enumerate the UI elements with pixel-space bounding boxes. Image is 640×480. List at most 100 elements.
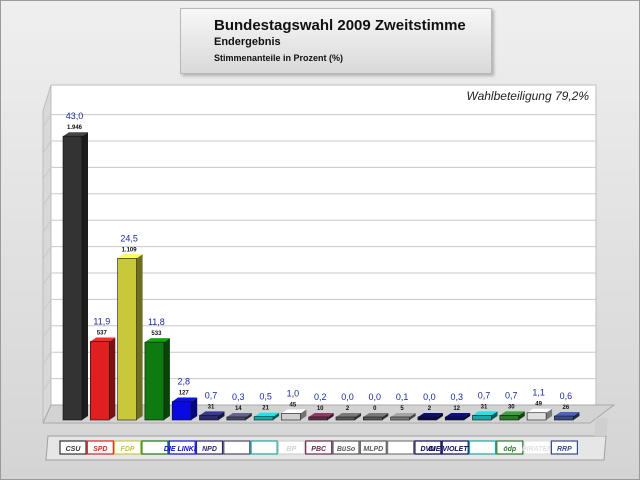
title-box: Bundestagswahl 2009 Zweitstimme Endergeb…: [180, 8, 492, 74]
value-label: 2,8: [177, 377, 190, 387]
bar-front: [444, 416, 465, 421]
bar-6: [226, 413, 252, 421]
bar-top: [527, 408, 553, 413]
bar-top: [417, 413, 443, 417]
bar-front: [390, 416, 410, 421]
bar-front: [253, 416, 274, 421]
bar-0: [62, 132, 88, 421]
value-label: 0,0: [423, 392, 436, 402]
bar-top: [390, 413, 416, 417]
legend-logo-9: [305, 440, 333, 455]
bar-4: [171, 397, 198, 421]
bar-front: [499, 415, 520, 421]
bar-top: [308, 413, 334, 417]
value-label: 0,6: [560, 391, 573, 401]
votes-label: 31: [481, 404, 488, 410]
gridline-side: [42, 167, 52, 180]
bar-top: [90, 337, 116, 342]
votes-label: 49: [535, 402, 542, 408]
turnout-annotation: Wahlbeteiligung 79,2%: [466, 89, 589, 103]
bar-top: [254, 412, 280, 417]
votes-label: 0: [373, 406, 377, 412]
bar-1: [90, 337, 116, 421]
bar-3: [144, 338, 170, 421]
bar-side: [409, 413, 416, 420]
votes-label: 5: [400, 406, 404, 412]
bar-top: [117, 254, 143, 259]
bar-10: [335, 413, 361, 421]
gridline-side: [42, 246, 52, 259]
legend-logo-18: [550, 440, 579, 455]
bar-side: [573, 412, 580, 420]
bar-front: [281, 413, 301, 421]
chart-unit-note: Stimmenanteile in Prozent (%): [214, 53, 344, 63]
bar-top: [445, 413, 471, 417]
legend-label: DIE LINKE.: [164, 446, 201, 453]
bar-front: [62, 135, 83, 421]
value-label: 0,2: [314, 392, 327, 402]
votes-label: 2: [428, 406, 432, 412]
bar-front: [171, 401, 192, 421]
bar-12: [390, 413, 416, 421]
legend-logo-4: [168, 440, 196, 455]
legend-logo-1: [86, 440, 114, 455]
bar-top: [336, 413, 361, 417]
bar-8: [281, 409, 307, 421]
bar-side: [300, 409, 307, 420]
bar-side: [491, 411, 498, 420]
bar-side: [273, 412, 280, 420]
legend-logo-10: [332, 440, 360, 455]
bar-17: [526, 408, 553, 421]
bar-5: [199, 411, 225, 421]
bar-14: [444, 413, 471, 421]
legend-logo-16: [496, 440, 524, 455]
bar-top: [199, 411, 225, 416]
value-label: 0,0: [341, 392, 354, 402]
legend-logo-0: [59, 440, 87, 455]
legend-logo-6: [223, 440, 251, 455]
gridline-side: [42, 193, 52, 207]
gridline-side: [42, 114, 52, 127]
bar-top: [144, 338, 170, 343]
votes-label: 533: [151, 331, 162, 337]
votes-label: 2: [346, 406, 350, 412]
gridline-side: [42, 299, 52, 312]
legend-label: ödp: [503, 446, 517, 453]
legend-label: RRP: [557, 446, 572, 453]
legend-logo-5: [195, 440, 224, 455]
value-label: 43,0: [66, 111, 84, 121]
bar-side: [382, 413, 389, 420]
legend-label: BüSo: [337, 446, 356, 453]
bar-top: [281, 409, 307, 414]
legend-label: FDP: [121, 446, 135, 453]
bar-2: [117, 254, 143, 421]
value-label: 0,7: [505, 390, 518, 400]
bar-18: [554, 412, 580, 421]
votes-label: 45: [290, 402, 297, 408]
value-label: 1,1: [532, 388, 545, 398]
votes-label: 31: [208, 404, 215, 410]
bar-13: [417, 413, 443, 421]
bar-top: [472, 411, 498, 416]
legend-logo-15: [468, 440, 497, 455]
votes-label: 21: [262, 406, 269, 412]
bar-top: [554, 412, 580, 417]
value-label: 0,7: [478, 390, 491, 400]
bar-side: [327, 413, 334, 420]
gridline-side: [42, 140, 52, 154]
legend-logo-7: [250, 440, 278, 455]
value-label: 0,3: [450, 392, 463, 402]
bar-side: [136, 254, 143, 420]
bar-top: [172, 397, 198, 402]
legend-logo-2: [113, 440, 142, 455]
chart-subtitle: Endergebnis: [214, 36, 281, 48]
bar-top: [226, 413, 252, 417]
bar-side: [109, 337, 116, 420]
bar-top: [363, 413, 389, 417]
chart-title: Bundestagswahl 2009 Zweitstimme: [214, 17, 466, 34]
gridline-side: [42, 378, 52, 391]
bar-side: [218, 411, 225, 420]
bar-11: [362, 413, 389, 421]
value-label: 0,7: [205, 390, 218, 400]
